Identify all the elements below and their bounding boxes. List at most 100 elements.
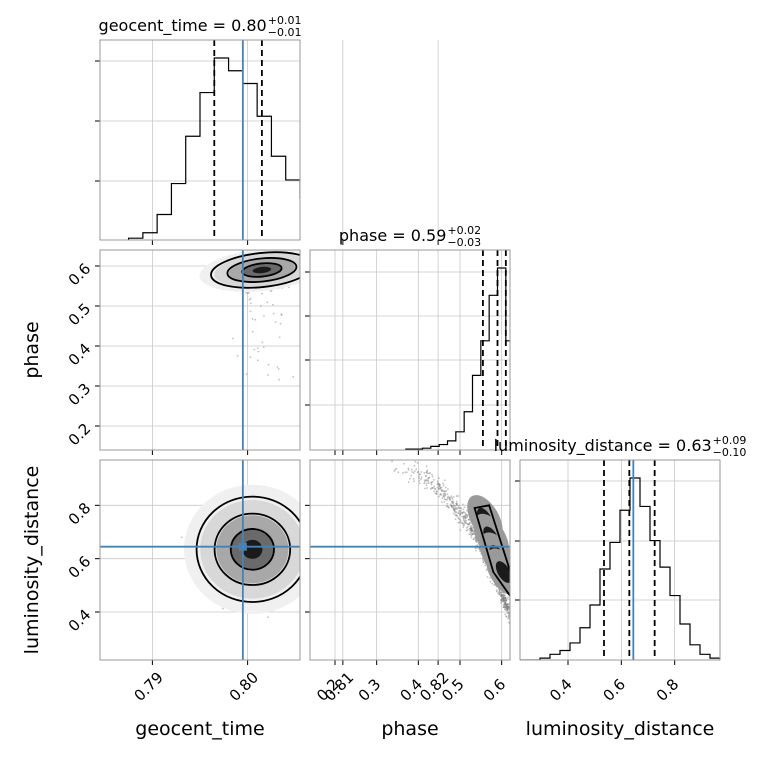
- density-phase-luminosity_distance: [467, 495, 510, 596]
- sample-point: [425, 474, 428, 477]
- sample-point: [500, 594, 503, 597]
- sample-point: [501, 594, 504, 596]
- sample-point: [460, 509, 462, 512]
- sample-point: [440, 488, 443, 491]
- sample-point: [424, 475, 427, 477]
- sample-point: [446, 498, 449, 501]
- sample-point: [457, 516, 460, 519]
- sample-point: [505, 599, 508, 602]
- sample-point: [503, 603, 506, 606]
- sample-point: [451, 505, 454, 508]
- sample-point: [503, 603, 506, 606]
- sample-point: [300, 271, 302, 273]
- sample-point: [426, 472, 429, 475]
- sample-point: [438, 477, 440, 480]
- sample-point: [418, 473, 421, 476]
- sample-point: [502, 596, 505, 599]
- title-luminosity_distance-upper: +0.09: [713, 434, 747, 447]
- contour-line: [226, 257, 298, 283]
- sample-point: [499, 599, 502, 601]
- sample-point: [249, 356, 252, 359]
- sample-point: [246, 292, 249, 295]
- sample-point: [450, 500, 453, 503]
- panel-hist-phase: [305, 249, 511, 455]
- sample-point: [502, 597, 505, 599]
- panel-frame: [99, 459, 301, 661]
- panel-2d-geocent_time-phase: 0.2 0.3 0.4 0.5 0.6: [65, 249, 439, 455]
- sample-point: [506, 607, 508, 610]
- x-tick-label: 0.4: [396, 675, 426, 705]
- sample-point: [256, 347, 259, 350]
- y-tick-label: 0.4: [65, 340, 95, 370]
- sample-point: [495, 589, 498, 592]
- contour-line: [210, 251, 300, 289]
- sample-point: [453, 508, 455, 511]
- title-luminosity_distance: luminosity_distance = 0.63 +0.09−0.10: [494, 434, 747, 459]
- sample-point: [405, 471, 408, 474]
- sample-point: [455, 500, 458, 503]
- sample-point: [407, 469, 410, 471]
- sample-point: [418, 473, 421, 475]
- sample-point: [306, 268, 308, 270]
- sample-point: [459, 511, 462, 513]
- sample-point: [470, 528, 473, 531]
- sample-point: [425, 484, 428, 487]
- x-tick-label: 0.79: [130, 668, 166, 704]
- sample-point: [439, 483, 442, 486]
- y-tick-label: 0.4: [65, 606, 95, 636]
- sample-point: [505, 599, 508, 602]
- sample-point: [508, 612, 510, 614]
- sample-point: [469, 525, 472, 528]
- sample-point: [461, 515, 463, 518]
- sample-point: [438, 483, 441, 485]
- sample-point: [502, 606, 505, 609]
- sample-point: [452, 506, 455, 509]
- sample-point: [444, 494, 447, 497]
- sample-point: [470, 527, 473, 530]
- sample-point: [504, 602, 507, 605]
- sample-point: [303, 290, 305, 292]
- sample-point: [462, 526, 465, 529]
- sample-point: [506, 607, 509, 610]
- sample-point: [469, 528, 472, 531]
- sample-point: [499, 591, 502, 594]
- sample-point: [500, 595, 503, 598]
- sample-point: [504, 613, 507, 616]
- sample-point: [505, 605, 508, 608]
- sample-point: [506, 603, 509, 605]
- sample-point: [467, 518, 470, 521]
- sample-point: [502, 599, 505, 602]
- sample-point: [261, 341, 264, 344]
- sample-point: [423, 472, 426, 474]
- sample-point: [471, 532, 474, 535]
- sample-point: [502, 598, 505, 601]
- sample-point: [391, 460, 393, 463]
- sample-point: [458, 521, 461, 524]
- sample-point: [288, 286, 290, 289]
- sample-point: [482, 561, 485, 564]
- sample-point: [427, 482, 430, 484]
- sample-point: [465, 519, 468, 522]
- sample-point: [433, 487, 436, 490]
- sample-point: [504, 598, 507, 601]
- sample-point: [462, 508, 465, 511]
- sample-point: [505, 606, 508, 609]
- sample-point: [462, 511, 465, 513]
- title-geocent_time-label: geocent_time = 0.80: [99, 16, 267, 36]
- sample-point: [459, 514, 461, 516]
- sample-point: [473, 533, 475, 535]
- sample-point: [508, 612, 510, 615]
- sample-point: [245, 373, 248, 376]
- sample-point: [505, 599, 508, 601]
- sample-point: [481, 559, 484, 561]
- y-tick-label: 0.3: [65, 380, 95, 410]
- sample-point: [474, 547, 477, 550]
- sample-point: [443, 498, 446, 501]
- x-tick-label: 0.6: [480, 675, 510, 705]
- sample-point: [464, 520, 467, 523]
- sample-point: [506, 605, 509, 608]
- sample-point: [464, 522, 467, 524]
- x-tick-label: 0.3: [355, 675, 385, 705]
- sample-point: [251, 330, 254, 333]
- y-tick-label: 0.2: [65, 420, 95, 450]
